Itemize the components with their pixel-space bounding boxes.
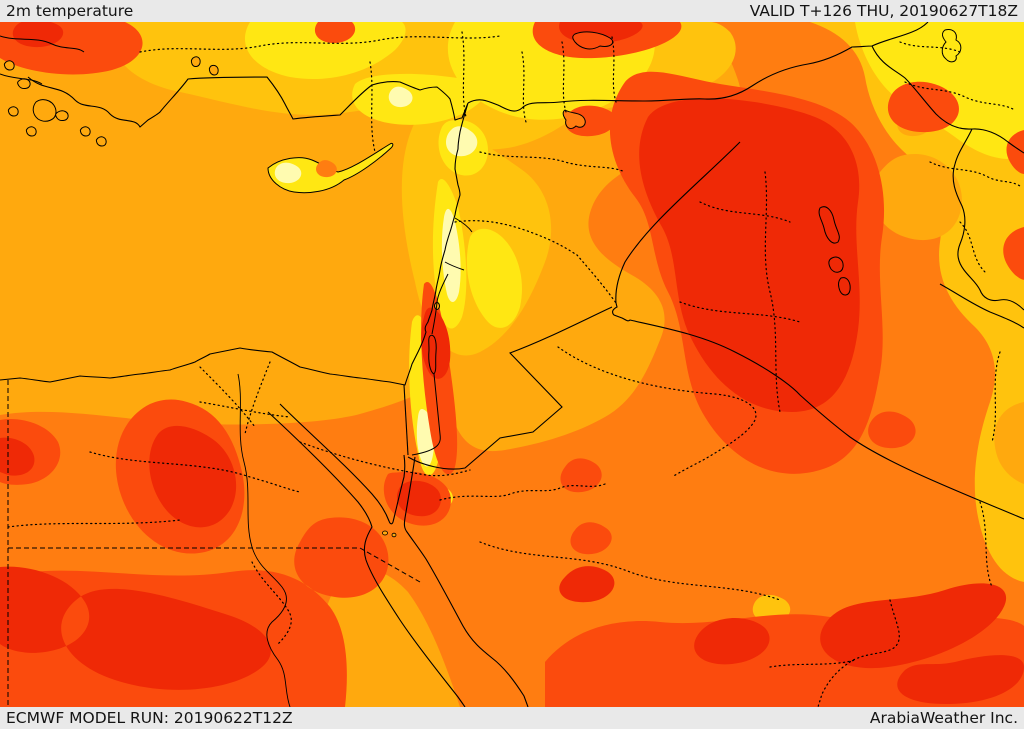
- border-israel-egypt: [403, 384, 409, 456]
- admin-dotted-turkey-vertical-3: [521, 51, 527, 123]
- credit-label: ArabiaWeather Inc.: [869, 709, 1018, 727]
- admin-dotted-egypt-nile-south: [251, 561, 292, 645]
- admin-dotted-iran-2: [929, 161, 1021, 187]
- admin-dotted-saudi-south: [479, 541, 781, 601]
- coastline-sinai: [279, 403, 406, 525]
- admin-dotted-iran-3: [959, 221, 986, 273]
- temperature-map-canvas: [0, 22, 1024, 707]
- dead-sea-outline: [428, 334, 437, 375]
- valid-time-label: VALID T+126 THU, 20190627T18Z: [749, 2, 1018, 20]
- border-jordan-valley: [411, 273, 449, 456]
- iraq-lakes-outlines: [818, 206, 851, 296]
- admin-dotted-iran-5: [979, 501, 993, 588]
- header-bar: 2m temperature VALID T+126 THU, 20190627…: [0, 0, 1024, 22]
- red-sea-islet-2: [391, 532, 397, 538]
- admin-dotted-syria-jordan: [454, 220, 617, 304]
- admin-dotted-lines: [7, 31, 1021, 707]
- admin-dotted-saudi-nafud: [557, 346, 757, 478]
- admin-dotted-turkey-armenia: [899, 41, 961, 53]
- admin-dotted-saudi-west: [439, 483, 606, 501]
- parameter-title: 2m temperature: [6, 2, 134, 20]
- border-iraq-iran: [871, 45, 1024, 311]
- footer-bar: ECMWF MODEL RUN: 20190622T12Z ArabiaWeat…: [0, 707, 1024, 729]
- admin-dotted-sinai-negev: [299, 441, 471, 477]
- admin-dotted-iraq-3: [764, 171, 781, 413]
- red-sea-islet-1: [382, 530, 388, 536]
- admin-dotted-syria-1: [479, 151, 626, 173]
- nile-river: [237, 373, 291, 707]
- cyprus-pale-spot: [274, 162, 302, 184]
- border-jordan-iraq-saudi-notch: [612, 302, 1024, 520]
- admin-dotted-egypt-2: [89, 451, 301, 493]
- admin-dotted-nile-delta-1: [199, 366, 256, 428]
- coastline-persian-gulf: [939, 283, 1024, 329]
- admin-dotted-turkey-vertical-1: [369, 61, 376, 153]
- border-egypt-sudan-dashed: [8, 547, 421, 583]
- admin-dotted-iraq-2: [679, 301, 801, 323]
- admin-dotted-turkey-vertical-4: [561, 41, 567, 113]
- admin-dotted-bottom-right-1: [817, 599, 900, 707]
- admin-dotted-egypt-1: [7, 519, 181, 528]
- admin-dotted-iran-4: [991, 351, 1001, 443]
- border-syria-iraq: [615, 141, 741, 304]
- admin-dotted-turkey-vertical-2: [461, 31, 467, 118]
- lake-van-outline: [572, 31, 614, 50]
- border-lebanon: [444, 217, 473, 271]
- admin-dotted-turkey-vertical-5: [611, 36, 617, 103]
- lake-urmia-outline: [941, 29, 962, 63]
- admin-dotted-nile-delta-2: [244, 361, 271, 435]
- border-jordan-saudi: [407, 306, 613, 470]
- admin-dotted-bottom-right-2: [769, 659, 856, 668]
- aegean-islands: [3, 60, 107, 147]
- temp-fill-pale-yellow-cores: [388, 22, 633, 467]
- cyprus-orange-spot: [316, 160, 337, 178]
- model-run-label: ECMWF MODEL RUN: 20190622T12Z: [6, 709, 293, 727]
- marmara-coast-fragments: [0, 35, 85, 85]
- turkey-lakes-outlines: [190, 56, 219, 76]
- temp-fill-yellow-regions: [244, 22, 1024, 509]
- lake-ataturk-outline: [562, 109, 586, 129]
- temperature-map: [0, 22, 1024, 707]
- admin-dotted-nile-delta-3: [199, 401, 291, 418]
- temp-fill-amber-overlays: [323, 111, 1024, 707]
- island-cyprus: [267, 142, 394, 194]
- coastline-gulf-of-suez-red-sea-west: [267, 411, 466, 707]
- temp-fill-red-cores: [0, 22, 1024, 705]
- coastline-mediterranean: [0, 76, 469, 386]
- admin-dotted-turkey-north: [139, 35, 501, 53]
- border-turkey-syria-iraq: [467, 22, 929, 112]
- admin-dotted-iraq-1: [699, 201, 791, 223]
- coastline-aqaba-east-red-sea-east: [403, 456, 529, 707]
